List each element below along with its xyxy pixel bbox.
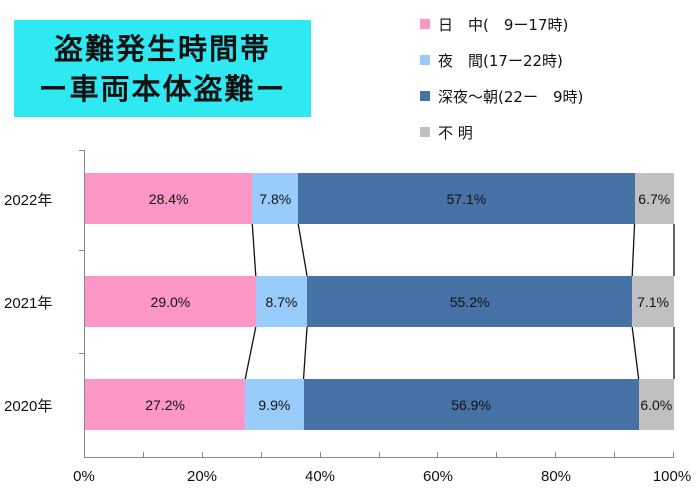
data-label: 8.7% xyxy=(265,293,298,310)
x-tick-label: 100% xyxy=(652,468,692,485)
y-label-2021: 2021年 xyxy=(4,295,53,312)
chart-title-line2: ー車両本体盗難ー xyxy=(38,71,287,106)
bar-segment-night: 7.8% xyxy=(252,173,299,224)
y-tick xyxy=(79,150,84,151)
legend-swatch-unknown xyxy=(420,127,430,137)
data-label: 28.4% xyxy=(148,190,189,207)
bar-segment-late-night: 55.2% xyxy=(307,276,633,327)
x-tick xyxy=(142,452,144,458)
y-tick xyxy=(79,353,84,354)
legend-item-late-night: 深夜〜朝(22ー 9時) xyxy=(420,78,583,114)
bar-segment-daytime: 28.4% xyxy=(85,173,253,224)
bar-segment-late-night: 57.1% xyxy=(298,173,635,224)
data-label: 29.0% xyxy=(150,293,191,310)
bar-2022: 28.4% 7.8% 57.1% 6.7% xyxy=(85,173,674,224)
x-tick xyxy=(555,452,557,458)
legend: 日 中( 9ー17時) 夜 間(17ー22時) 深夜〜朝(22ー 9時) 不 明 xyxy=(420,6,583,150)
x-tick-label: 0% xyxy=(73,468,95,485)
x-tick-label: 60% xyxy=(422,468,454,485)
legend-label: 深夜〜朝(22ー 9時) xyxy=(438,87,584,106)
bar-segment-unknown: 7.1% xyxy=(632,276,674,327)
data-label: 6.7% xyxy=(638,190,671,207)
data-label: 27.2% xyxy=(145,396,185,413)
x-tick xyxy=(378,452,380,458)
bar-segment-daytime: 29.0% xyxy=(85,276,256,327)
data-label: 7.8% xyxy=(259,190,292,207)
legend-swatch-night xyxy=(420,55,430,65)
bar-segment-night: 9.9% xyxy=(245,379,304,430)
data-label: 7.1% xyxy=(637,293,670,310)
x-tick-label: 40% xyxy=(304,468,336,485)
bar-2021: 29.0% 8.7% 55.2% 7.1% xyxy=(85,276,674,327)
legend-label: 夜 間(17ー22時) xyxy=(438,51,563,70)
y-label-2020: 2020年 xyxy=(4,398,53,415)
bar-2020: 27.2% 9.9% 56.9% 6.0% xyxy=(85,379,674,430)
bar-segment-night: 8.7% xyxy=(255,276,308,327)
legend-item-daytime: 日 中( 9ー17時) xyxy=(420,6,583,42)
y-tick xyxy=(79,250,84,251)
x-tick xyxy=(437,452,439,458)
data-label: 9.9% xyxy=(258,396,291,413)
bar-segment-unknown: 6.7% xyxy=(634,173,674,224)
legend-item-unknown: 不 明 xyxy=(420,114,583,150)
x-tick xyxy=(496,452,498,458)
x-tick xyxy=(260,452,262,458)
x-tick xyxy=(614,452,616,458)
chart-title-box: 盗難発生時間帯 ー車両本体盗難ー xyxy=(14,20,311,117)
data-label: 55.2% xyxy=(449,293,490,310)
bar-segment-late-night: 56.9% xyxy=(303,379,639,430)
bar-segment-daytime: 27.2% xyxy=(85,379,246,430)
data-label: 57.1% xyxy=(446,190,487,207)
legend-swatch-late-night xyxy=(420,91,430,101)
bar-segment-unknown: 6.0% xyxy=(638,379,674,430)
legend-item-night: 夜 間(17ー22時) xyxy=(420,42,583,78)
legend-swatch-daytime xyxy=(420,19,430,29)
data-label: 6.0% xyxy=(640,396,673,413)
y-label-2022: 2022年 xyxy=(4,192,53,209)
x-tick xyxy=(673,452,674,458)
x-tick-label: 80% xyxy=(540,468,572,485)
x-tick xyxy=(201,452,203,458)
legend-label: 日 中( 9ー17時) xyxy=(438,15,569,34)
y-axis xyxy=(84,150,85,457)
data-label: 56.9% xyxy=(451,396,491,413)
chart-title-line1: 盗難発生時間帯 xyxy=(53,31,271,66)
legend-label: 不 明 xyxy=(438,123,473,142)
x-tick-label: 20% xyxy=(186,468,218,485)
x-tick xyxy=(84,452,85,458)
x-tick xyxy=(319,452,321,458)
